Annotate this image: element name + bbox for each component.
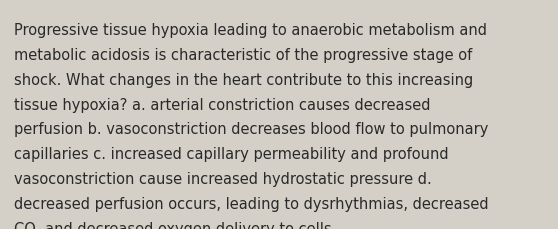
Text: shock. What changes in the heart contribute to this increasing: shock. What changes in the heart contrib… — [14, 72, 473, 87]
Text: metabolic acidosis is characteristic of the progressive stage of: metabolic acidosis is characteristic of … — [14, 48, 472, 63]
Text: CO, and decreased oxygen delivery to cells: CO, and decreased oxygen delivery to cel… — [14, 221, 331, 229]
Text: capillaries c. increased capillary permeability and profound: capillaries c. increased capillary perme… — [14, 147, 449, 161]
Text: perfusion b. vasoconstriction decreases blood flow to pulmonary: perfusion b. vasoconstriction decreases … — [14, 122, 488, 137]
Text: decreased perfusion occurs, leading to dysrhythmias, decreased: decreased perfusion occurs, leading to d… — [14, 196, 489, 211]
Text: Progressive tissue hypoxia leading to anaerobic metabolism and: Progressive tissue hypoxia leading to an… — [14, 23, 487, 38]
Text: tissue hypoxia? a. arterial constriction causes decreased: tissue hypoxia? a. arterial constriction… — [14, 97, 430, 112]
Text: vasoconstriction cause increased hydrostatic pressure d.: vasoconstriction cause increased hydrost… — [14, 171, 432, 186]
